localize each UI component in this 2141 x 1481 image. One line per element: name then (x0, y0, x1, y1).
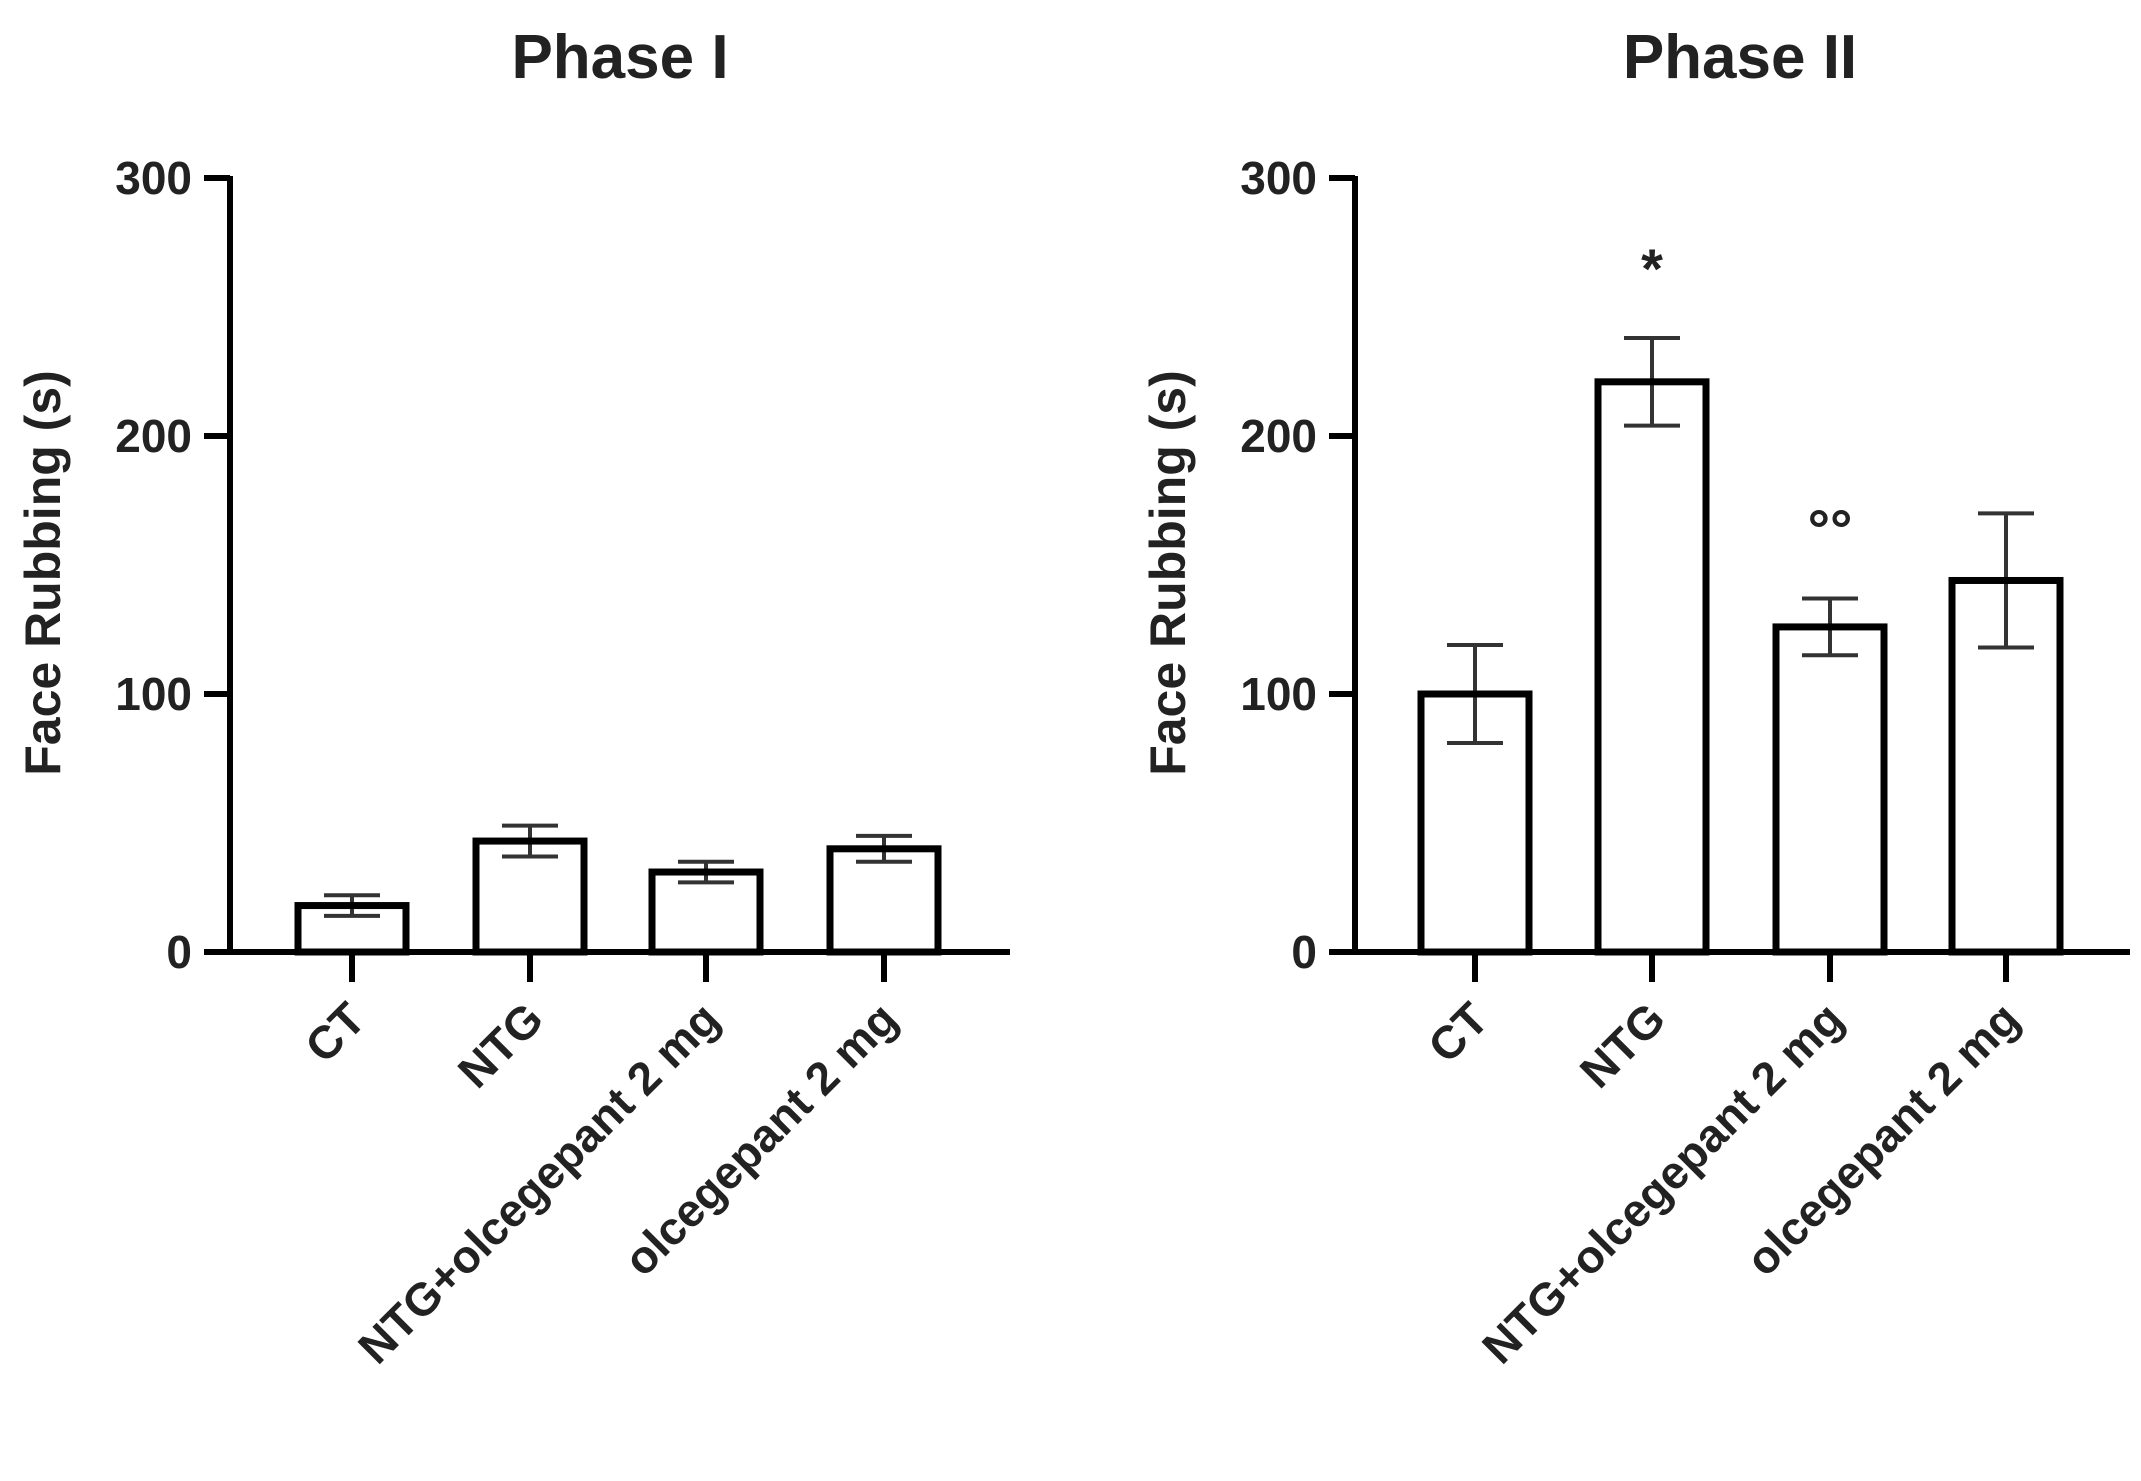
y-tick-label: 300 (1240, 152, 1317, 204)
x-tick-label: NTG+olcegepant 2 mg (1472, 992, 1853, 1373)
y-tick-label: 0 (1291, 926, 1317, 978)
significance-marker: °° (1808, 498, 1853, 561)
x-tick-label: NTG (1570, 992, 1675, 1097)
chart-title: Phase II (1623, 23, 1857, 92)
x-tick-label: NTG+olcegepant 2 mg (348, 992, 729, 1373)
y-axis-label: Face Rubbing (s) (1140, 370, 1196, 776)
x-tick-label: CT (1418, 992, 1498, 1072)
significance-marker: * (1641, 237, 1663, 300)
panel-phase-2: Phase II Face Rubbing (s) 0 100 200 300 CT NTG *… (1140, 23, 2130, 1373)
x-tick-label: CT (295, 992, 375, 1072)
x-tick-label: NTG (448, 992, 553, 1097)
y-tick-label: 100 (1240, 668, 1317, 720)
y-tick-label: 100 (115, 668, 192, 720)
y-tick-label: 300 (115, 152, 192, 204)
y-tick-label: 200 (115, 410, 192, 462)
chart-title: Phase I (511, 23, 728, 92)
bar (826, 845, 942, 956)
y-axis-label: Face Rubbing (s) (15, 370, 71, 776)
y-tick-label: 0 (166, 926, 192, 978)
panel-phase-1: Phase I Face Rubbing (s) 0 100 200 300 CT NTGNT… (15, 23, 1010, 1373)
bar (1594, 378, 1710, 956)
y-tick-label: 200 (1240, 410, 1317, 462)
bar (1772, 623, 1888, 956)
